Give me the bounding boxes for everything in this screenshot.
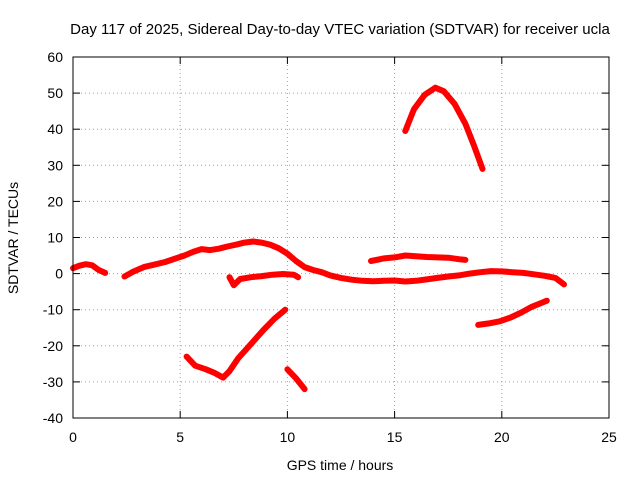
y-tick-label: -20	[43, 338, 63, 354]
series-line-segment-2	[121, 238, 567, 288]
x-tick-label: 20	[494, 429, 510, 445]
series-line-segment-6	[368, 252, 469, 264]
y-axis-label: SDTVAR / TECUs	[5, 182, 21, 294]
x-tick-label: 15	[387, 429, 403, 445]
y-tick-label: 50	[47, 85, 63, 101]
y-tick-label: 60	[47, 49, 63, 65]
y-tick-label: -10	[43, 302, 63, 318]
series-layer	[70, 84, 567, 393]
y-tick-label: -30	[43, 374, 63, 390]
y-tick-label: 10	[47, 230, 63, 246]
grid	[73, 57, 609, 418]
series-line-segment-8	[475, 297, 550, 328]
y-tick-label: 20	[47, 193, 63, 209]
series-line-segment-7	[402, 84, 486, 172]
series-line-segment-5	[284, 366, 308, 393]
series-line-segment-1	[70, 261, 109, 276]
y-tick-label: -40	[43, 410, 63, 426]
chart-title: Day 117 of 2025, Sidereal Day-to-day VTE…	[70, 21, 610, 38]
y-tick-label: 0	[55, 266, 63, 282]
x-axis-label: GPS time / hours	[287, 457, 394, 473]
x-tick-label: 25	[601, 429, 617, 445]
series-line-segment-4	[183, 306, 289, 381]
x-tick-label: 5	[176, 429, 184, 445]
axis-ticks: 0 5 10 15 20 25 -40 -30 -20 -10 0 10 20 30 40 50 60	[43, 49, 617, 445]
y-tick-label: 30	[47, 157, 63, 173]
x-tick-label: 0	[69, 429, 77, 445]
series-line-segment-3	[226, 271, 302, 289]
y-tick-label: 40	[47, 121, 63, 137]
x-tick-label: 10	[280, 429, 296, 445]
